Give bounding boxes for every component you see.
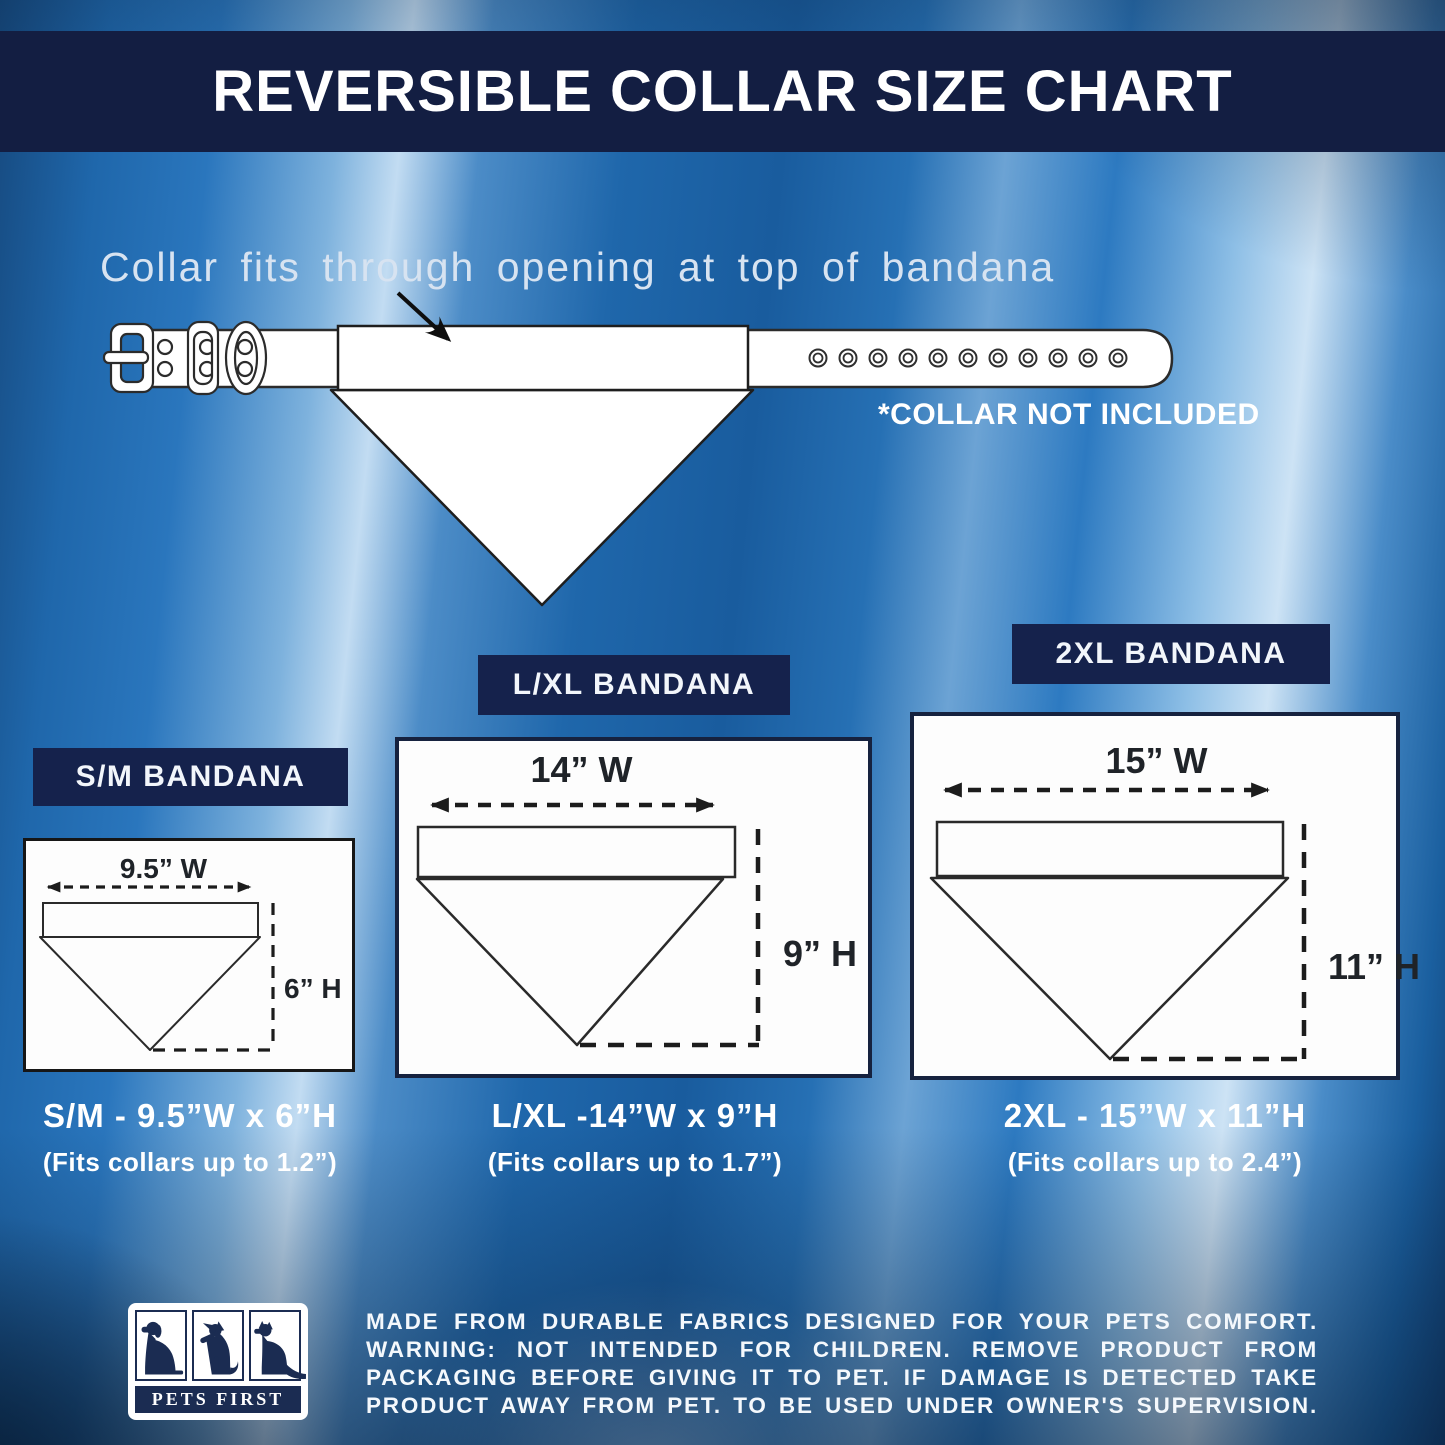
size-line-sm: S/M - 9.5”W x 6”H	[43, 1097, 337, 1134]
logo-dog-box-1	[135, 1310, 187, 1381]
d-loop	[224, 320, 268, 396]
buckle-holes	[156, 338, 254, 378]
warning-line: PRODUCT AWAY FROM PET. TO BE USED UNDER …	[366, 1393, 1318, 1418]
width-label-sm: 9.5” W	[119, 853, 208, 884]
caption-lxl: L/XL -14”W x 9”H (Fits collars up to 1.7…	[400, 1097, 870, 1178]
bandana-outline	[929, 876, 1290, 1061]
bandana-band	[416, 825, 737, 879]
annotation-arrow	[396, 291, 452, 342]
bandana-outline	[415, 877, 725, 1047]
diagram-2xl	[929, 782, 1307, 1062]
collar-eyelets	[808, 348, 1128, 368]
bandana-sleeve	[336, 324, 750, 392]
diagram-lxl	[415, 797, 761, 1048]
panel-label-lxl: L/XL BANDANA	[478, 655, 790, 715]
panel-label-sm: S/M BANDANA	[33, 748, 348, 806]
width-label-2xl: 15” W	[1105, 740, 1208, 781]
panel-label-2xl: 2XL BANDANA	[1012, 624, 1330, 684]
bandana-triangle	[329, 388, 755, 607]
keeper-loop	[186, 320, 220, 396]
warning-text: MADE FROM DURABLE FABRICS DESIGNED FOR Y…	[366, 1308, 1318, 1420]
height-label-2xl: 11” H	[1328, 946, 1421, 987]
pets-first-logo: PETS FIRST	[128, 1303, 308, 1420]
logo-dog-box-3	[249, 1310, 306, 1381]
bandana-band	[935, 820, 1285, 878]
warning-line: MADE FROM DURABLE FABRICS DESIGNED FOR Y…	[366, 1309, 1318, 1334]
warning-line: WARNING: NOT INTENDED FOR CHILDREN. REMO…	[366, 1337, 1318, 1362]
diagram-box-2xl: 15” W 11” H	[910, 712, 1420, 1080]
size-line-lxl: L/XL -14”W x 9”H	[491, 1097, 779, 1134]
diagram-box-sm: 9.5” W 6” H	[23, 838, 355, 1072]
logo-dog-row	[135, 1310, 306, 1381]
fits-line-2xl: (Fits collars up to 2.4”)	[1007, 1147, 1303, 1177]
caption-sm: S/M - 9.5”W x 6”H (Fits collars up to 1.…	[10, 1097, 370, 1178]
diagram-sm	[39, 881, 275, 1052]
panel-label-lxl-text: L/XL BANDANA	[512, 668, 756, 701]
size-line-2xl: 2XL - 15”W x 11”H	[1003, 1097, 1307, 1134]
diagram-box-lxl: 14” W 9” H	[395, 737, 872, 1078]
collar-strap	[148, 328, 1174, 389]
page-title: REVERSIBLE COLLAR SIZE CHART	[212, 59, 1233, 124]
collar-note: *COLLAR NOT INCLUDED	[878, 398, 1260, 431]
warning-line: PACKAGING BEFORE GIVING IT TO PET. IF DA…	[366, 1365, 1318, 1390]
bandana-outline	[39, 936, 261, 1051]
bandana-band	[42, 902, 259, 938]
height-label-lxl: 9” H	[783, 933, 858, 974]
dog-silhouette-icon	[141, 1321, 184, 1375]
fits-line-lxl: (Fits collars up to 1.7”)	[487, 1147, 783, 1177]
brand-name: PETS FIRST	[135, 1386, 301, 1413]
caption-2xl: 2XL - 15”W x 11”H (Fits collars up to 2.…	[915, 1097, 1395, 1178]
panel-label-sm-text: S/M BANDANA	[75, 760, 306, 793]
height-label-sm: 6” H	[284, 973, 342, 1004]
buckle-frame	[109, 322, 155, 394]
fits-line-sm: (Fits collars up to 1.2”)	[42, 1147, 338, 1177]
panel-label-2xl-text: 2XL BANDANA	[1055, 637, 1287, 670]
buckle-prong	[102, 350, 150, 365]
dog-silhouette-icon	[254, 1320, 306, 1380]
dog-silhouette-icon	[200, 1321, 239, 1375]
title-bar: REVERSIBLE COLLAR SIZE CHART	[0, 31, 1445, 152]
collar-caption: Collar fits through opening at top of ba…	[100, 244, 1056, 290]
logo-dog-box-2	[192, 1310, 244, 1381]
width-label-lxl: 14” W	[530, 749, 633, 790]
